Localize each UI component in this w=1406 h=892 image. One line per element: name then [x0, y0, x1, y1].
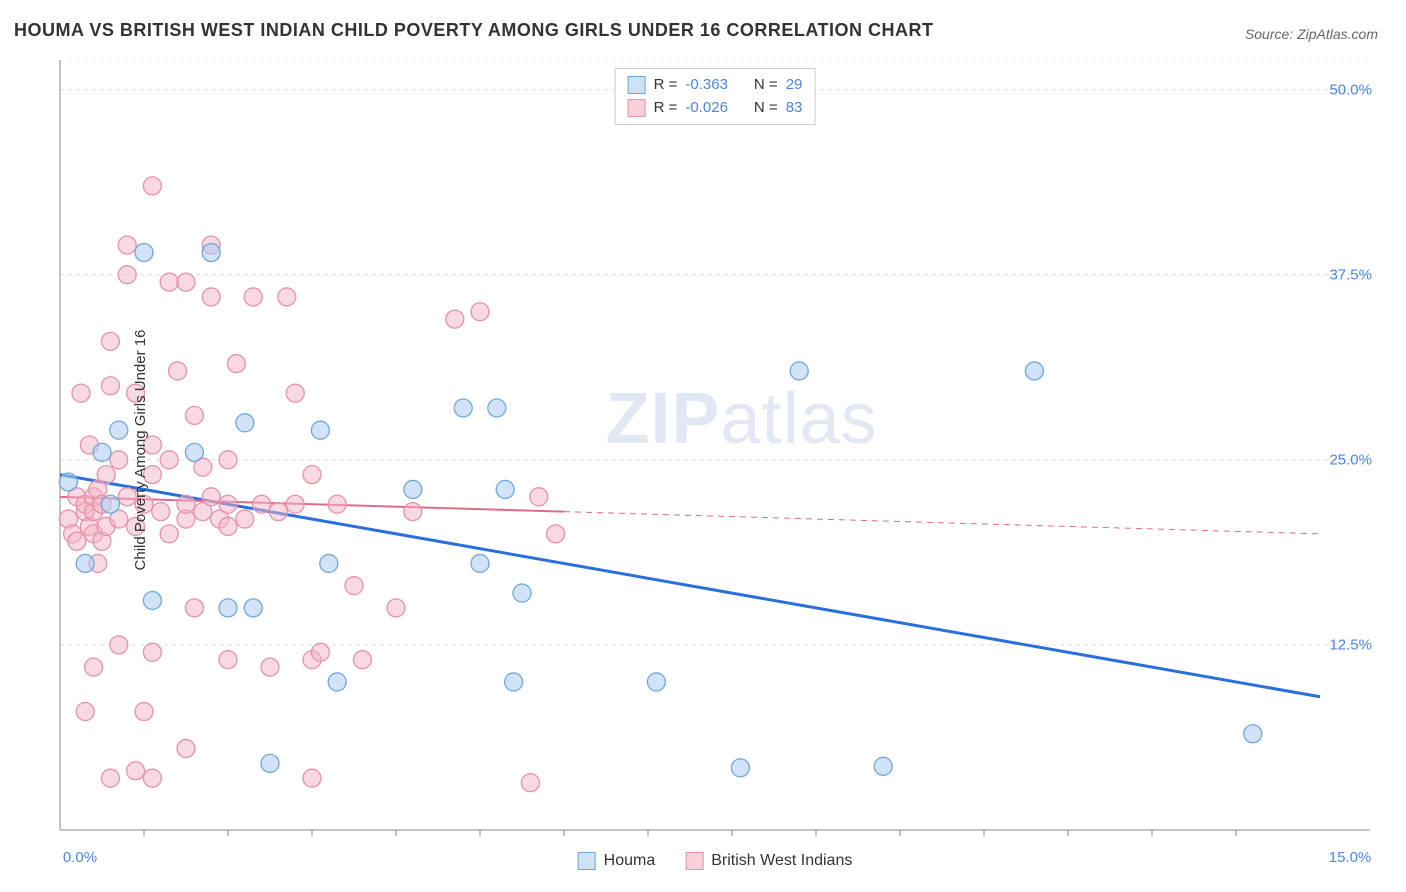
chart-title: HOUMA VS BRITISH WEST INDIAN CHILD POVER…: [14, 20, 934, 41]
stats-legend-row: R = -0.026 N = 83: [628, 97, 803, 120]
n-value: 83: [786, 97, 803, 120]
chart-area: Child Poverty Among Girls Under 16 12.5%…: [50, 60, 1380, 840]
legend-swatch: [628, 76, 646, 94]
x-tick-label: 15.0%: [1329, 849, 1372, 866]
y-tick-label: 25.0%: [1329, 451, 1372, 468]
legend-label: Houma: [604, 852, 656, 870]
source-attribution: Source: ZipAtlas.com: [1245, 26, 1378, 42]
stats-legend: R = -0.363 N = 29 R = -0.026 N = 83: [615, 68, 816, 125]
bottom-legend-item: British West Indians: [685, 852, 852, 870]
y-tick-label: 50.0%: [1329, 81, 1372, 98]
y-axis-label: Child Poverty Among Girls Under 16: [132, 330, 149, 571]
legend-swatch: [628, 99, 646, 117]
y-tick-label: 37.5%: [1329, 266, 1372, 283]
r-value: -0.363: [685, 74, 728, 97]
source-label: Source:: [1245, 26, 1293, 42]
source-name: ZipAtlas.com: [1297, 26, 1378, 42]
y-tick-label: 12.5%: [1329, 636, 1372, 653]
bottom-legend: Houma British West Indians: [578, 852, 853, 870]
n-label: N =: [754, 97, 778, 120]
r-label: R =: [654, 97, 678, 120]
x-tick-label: 0.0%: [63, 849, 97, 866]
bottom-legend-item: Houma: [578, 852, 656, 870]
stats-legend-row: R = -0.363 N = 29: [628, 74, 803, 97]
legend-swatch: [685, 852, 703, 870]
legend-swatch: [578, 852, 596, 870]
r-label: R =: [654, 74, 678, 97]
n-label: N =: [754, 74, 778, 97]
scatter-chart: [50, 60, 1380, 840]
legend-label: British West Indians: [711, 852, 852, 870]
n-value: 29: [786, 74, 803, 97]
r-value: -0.026: [685, 97, 728, 120]
